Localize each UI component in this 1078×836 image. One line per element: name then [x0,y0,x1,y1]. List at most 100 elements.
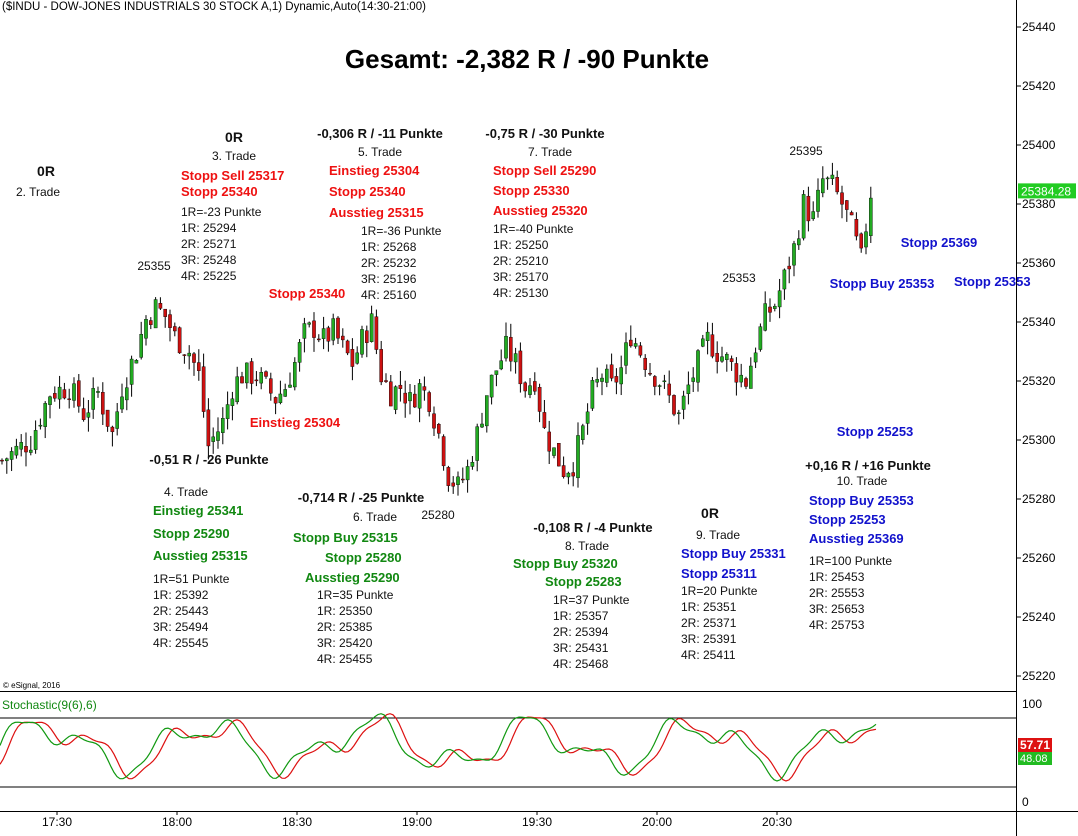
chart-annotation: Stopp 25290 [153,526,230,541]
time-tick-label: 18:00 [162,815,192,829]
candle-down [249,361,254,384]
candle-down [336,317,340,339]
chart-annotation: 25353 [722,271,756,285]
chart-annotation: 3R: 25653 [809,602,865,616]
candle-down [76,380,81,407]
candle-up [393,386,398,410]
candle-up [96,391,100,393]
candle-up [705,331,710,341]
candle-up [259,372,264,384]
chart-annotation: 2. Trade [16,185,60,199]
chart-annotation: 4R: 25225 [181,269,237,283]
chart-annotation: Stopp 25353 [954,274,1031,289]
chart-annotation: 2R: 25443 [153,604,209,618]
candle-down [403,392,408,404]
candle-up [288,384,292,388]
candle-up [792,243,796,266]
candle-down [148,320,153,325]
candle-down [509,336,513,362]
chart-annotation: 2R: 25210 [493,254,549,268]
candle-down [374,316,379,350]
candle-down [629,339,633,347]
chart-annotation: 1R=20 Punkte [681,584,758,598]
chart-annotation: 2R: 25394 [553,625,609,639]
chart-annotation: Ausstieg 25315 [153,548,248,563]
candle-up [600,377,604,382]
chart-annotation: 25355 [137,259,171,273]
candle-up [624,342,628,366]
candle-up [739,374,743,383]
chart-annotation: 1R=37 Punkte [553,593,630,607]
candle-down [854,219,859,237]
candle-down [206,409,211,447]
price-tick-label: 25300 [1022,433,1056,447]
candle-up [355,352,360,364]
chart-annotation: 1R: 25351 [681,600,737,614]
chart-annotation: 1R: 25350 [317,604,373,618]
candle-down [648,372,652,375]
chart-annotation: 2R: 25553 [809,586,865,600]
candle-down [542,412,547,428]
price-axis: 25220 25240 25260 25280 25300 25320 25340 25360… [1016,20,1076,683]
candle-down [172,326,177,332]
candle-down [734,363,739,383]
chart-annotation: 10. Trade [837,474,888,488]
candle-down [715,353,719,362]
candle-up [144,319,148,339]
chart-annotation: 4. Trade [164,485,208,499]
chart-annotation: 3R: 25431 [553,641,609,655]
candle-down [523,382,527,392]
candle-down [653,376,657,387]
chart-annotation: Einstieg 25341 [153,503,243,518]
candle-down [859,233,863,249]
candle-down [768,306,772,313]
candle-down [518,350,523,385]
candle-up [216,431,220,441]
candle-down [446,467,451,486]
candle-down [398,384,403,389]
chart-annotation: 8. Trade [565,539,609,553]
candle-down [62,389,67,399]
candle-down [672,395,676,415]
price-tick-label: 25280 [1022,492,1056,506]
candle-up [129,358,134,385]
chart-annotation: 4R: 25455 [317,652,373,666]
candle-up [470,462,475,467]
candle-up [139,334,144,358]
candle-up [302,323,307,339]
candle-up [29,449,33,453]
chart-annotation: 2R: 25371 [681,616,737,630]
candle-down [437,424,441,434]
time-tick-label: 20:00 [642,815,672,829]
chart-annotation: 0R [37,163,55,179]
candle-up [821,178,825,194]
candle-down [533,381,537,392]
chart-annotation: Stopp Buy 25331 [681,546,786,561]
candle-up [681,395,686,410]
candle-down [710,334,715,357]
chart-annotation: 1R=100 Punkte [809,554,892,568]
chart-annotation: 4R: 25130 [493,286,549,300]
chart-header: ($INDU - DOW-JONES INDUSTRIALS 30 STOCK … [2,1,426,13]
stoch-d-badge [1018,752,1052,765]
candle-down [240,376,244,384]
chart-annotation: Stopp Buy 25353 [830,276,935,291]
candle-up [43,403,47,427]
candle-up [33,430,38,450]
chart-annotation: 3R: 25420 [317,636,373,650]
candle-up [220,418,225,433]
candle-up [590,380,595,409]
candle-down [326,327,331,342]
candle-down [168,314,172,328]
candle-down [81,408,86,420]
candle-down [312,320,316,338]
candle-up [331,318,336,341]
price-tick-label: 25380 [1022,197,1056,211]
candle-down [158,302,163,309]
candle-down [835,176,839,193]
candle-down [787,265,791,270]
candle-down [729,358,734,362]
candle-down [432,413,436,429]
candle-up [585,411,590,424]
